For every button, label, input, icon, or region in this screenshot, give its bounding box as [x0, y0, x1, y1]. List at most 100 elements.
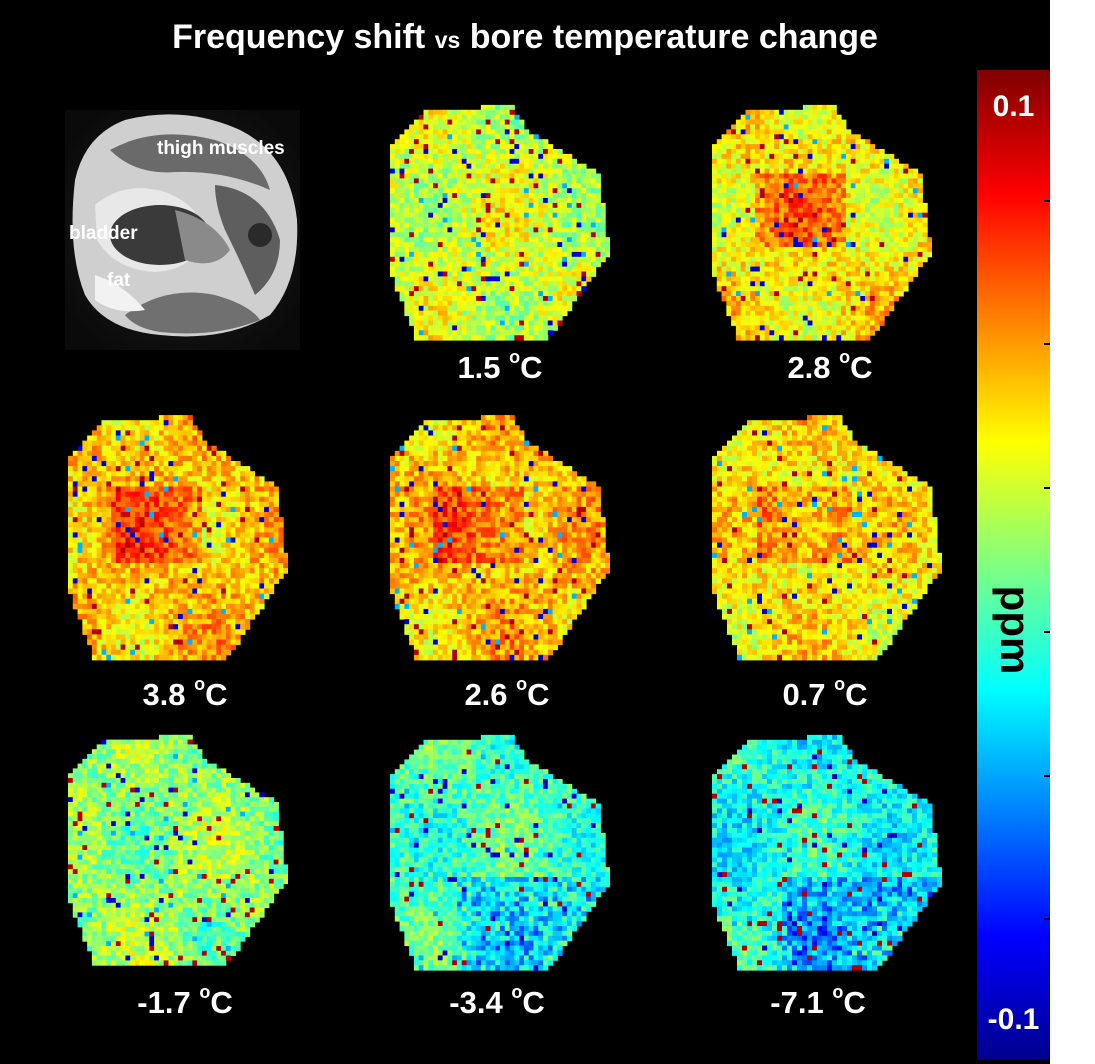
map-pixel	[91, 557, 98, 564]
map-pixel	[197, 583, 203, 589]
map-pixel	[893, 163, 900, 170]
map-pixel	[442, 256, 448, 263]
map-pixel	[504, 325, 511, 331]
map-pixel	[447, 335, 453, 341]
map-pixel	[168, 573, 174, 579]
map-pixel	[447, 232, 453, 238]
map-pixel	[817, 300, 823, 307]
map-pixel	[254, 481, 260, 487]
map-pixel	[571, 251, 578, 258]
map-pixel	[514, 188, 520, 194]
map-pixel	[735, 217, 742, 223]
map-pixel	[836, 310, 842, 317]
map-pixel	[605, 247, 610, 253]
map-pixel	[244, 588, 251, 595]
map-pixel	[509, 266, 515, 272]
map-pixel	[764, 300, 770, 307]
map-pixel	[442, 134, 448, 140]
map-pixel	[96, 466, 102, 472]
map-pixel	[538, 178, 544, 184]
map-pixel	[523, 232, 530, 238]
map-pixel	[903, 251, 909, 258]
map-pixel	[480, 104, 487, 111]
map-pixel	[850, 227, 856, 233]
map-pixel	[485, 305, 491, 312]
map-pixel	[514, 124, 520, 130]
map-pixel	[433, 202, 439, 209]
map-pixel	[154, 578, 160, 584]
map-pixel	[173, 542, 179, 549]
map-pixel	[423, 232, 429, 238]
map-pixel	[154, 547, 160, 554]
map-pixel	[442, 325, 448, 331]
map-pixel	[836, 320, 842, 326]
map-pixel	[221, 563, 227, 569]
map-pixel	[187, 568, 193, 574]
map-pixel	[197, 547, 203, 554]
map-pixel	[735, 232, 742, 238]
map-pixel	[860, 300, 866, 307]
map-pixel	[471, 320, 477, 326]
map-pixel	[211, 593, 217, 600]
map-pixel	[149, 573, 155, 579]
map-pixel	[154, 573, 160, 579]
map-pixel	[456, 247, 463, 253]
map-pixel	[726, 163, 732, 170]
map-pixel	[476, 271, 482, 277]
map-pixel	[144, 466, 150, 472]
map-pixel	[552, 320, 558, 326]
map-pixel	[476, 207, 482, 214]
map-pixel	[77, 506, 83, 513]
map-pixel	[538, 183, 544, 189]
map-pixel	[225, 583, 232, 589]
map-pixel	[442, 178, 448, 184]
map-pixel	[437, 300, 444, 307]
map-pixel	[547, 296, 554, 302]
map-pixel	[101, 532, 107, 538]
map-pixel	[428, 247, 434, 253]
map-pixel	[490, 315, 496, 321]
map-pixel	[716, 168, 723, 174]
map-pixel	[144, 522, 150, 528]
map-pixel	[96, 471, 102, 477]
map-pixel	[433, 320, 439, 326]
map-pixel	[812, 173, 818, 179]
map-pixel	[72, 537, 79, 544]
map-pixel	[817, 144, 823, 150]
map-pixel	[793, 178, 799, 184]
map-pixel	[841, 217, 847, 223]
map-pixel	[778, 315, 785, 321]
map-pixel	[125, 425, 131, 431]
map-pixel	[595, 198, 601, 204]
map-pixel	[903, 207, 909, 214]
map-pixel	[485, 237, 491, 243]
map-pixel	[390, 237, 396, 243]
map-pixel	[225, 481, 232, 487]
map-pixel	[423, 276, 429, 282]
map-pixel	[543, 300, 549, 307]
map-pixel	[528, 300, 534, 307]
map-pixel	[543, 158, 549, 165]
map-pixel	[466, 281, 472, 287]
map-pixel	[898, 217, 904, 223]
map-pixel	[211, 568, 217, 574]
map-pixel	[244, 547, 251, 554]
map-pixel	[750, 163, 756, 170]
map-pixel	[466, 144, 472, 150]
map-pixel	[917, 217, 923, 223]
map-pixel	[841, 129, 847, 135]
map-pixel	[812, 158, 818, 165]
map-pixel	[860, 232, 866, 238]
map-pixel	[182, 506, 189, 513]
map-pixel	[778, 247, 785, 253]
map-pixel	[874, 149, 880, 155]
map-pixel	[120, 547, 126, 554]
map-pixel	[399, 291, 405, 297]
map-pixel	[476, 330, 482, 336]
map-pixel	[802, 300, 809, 307]
map-pixel	[726, 183, 732, 189]
map-pixel	[735, 207, 742, 214]
map-pixel	[216, 486, 222, 493]
map-pixel	[72, 476, 79, 482]
map-pixel	[726, 271, 732, 277]
